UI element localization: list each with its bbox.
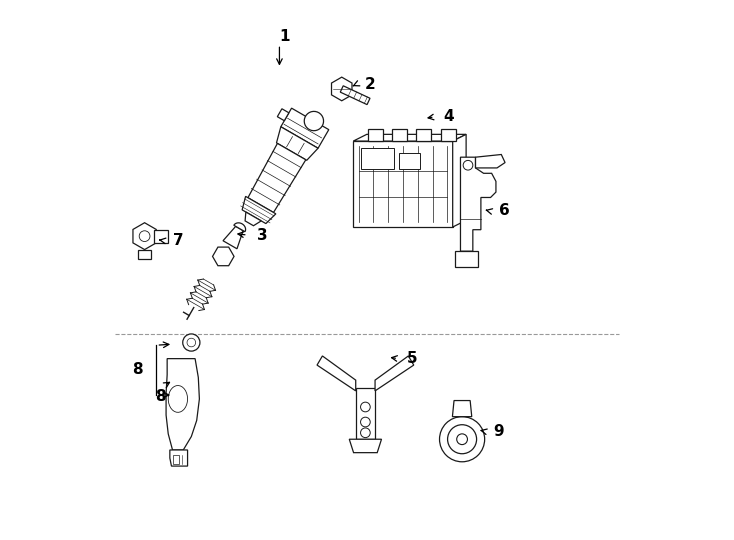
- Polygon shape: [277, 127, 318, 160]
- Text: 7: 7: [172, 233, 184, 248]
- Polygon shape: [375, 356, 414, 391]
- Bar: [440, 129, 456, 141]
- Text: 8: 8: [155, 389, 165, 404]
- Polygon shape: [476, 154, 505, 168]
- Circle shape: [440, 417, 484, 462]
- Bar: [392, 129, 407, 141]
- Polygon shape: [154, 230, 167, 242]
- Text: 8: 8: [132, 362, 143, 377]
- Circle shape: [463, 160, 473, 170]
- Bar: [416, 129, 432, 141]
- Polygon shape: [277, 109, 289, 121]
- Polygon shape: [138, 249, 151, 259]
- Polygon shape: [453, 134, 466, 227]
- Polygon shape: [133, 222, 156, 249]
- Polygon shape: [170, 450, 188, 466]
- Polygon shape: [460, 157, 496, 251]
- Polygon shape: [245, 212, 261, 226]
- Polygon shape: [452, 401, 472, 417]
- Circle shape: [187, 338, 196, 347]
- Polygon shape: [332, 77, 352, 101]
- Circle shape: [457, 434, 468, 444]
- Text: 9: 9: [493, 424, 504, 438]
- Polygon shape: [317, 356, 356, 391]
- Bar: [361, 147, 393, 169]
- Circle shape: [448, 425, 476, 454]
- Text: 5: 5: [407, 351, 418, 366]
- Polygon shape: [166, 359, 200, 450]
- Circle shape: [360, 402, 370, 412]
- Polygon shape: [455, 251, 479, 267]
- Text: 4: 4: [443, 110, 454, 124]
- Polygon shape: [223, 226, 243, 249]
- Text: 1: 1: [280, 29, 290, 44]
- Bar: [399, 153, 421, 169]
- Text: 3: 3: [257, 227, 267, 242]
- Circle shape: [360, 428, 370, 437]
- Polygon shape: [168, 386, 188, 413]
- Circle shape: [360, 417, 370, 427]
- Polygon shape: [213, 247, 234, 266]
- Circle shape: [139, 231, 150, 241]
- Polygon shape: [349, 439, 382, 453]
- Circle shape: [183, 334, 200, 351]
- Text: 6: 6: [498, 204, 509, 218]
- Polygon shape: [356, 388, 375, 439]
- Polygon shape: [242, 197, 276, 224]
- Polygon shape: [234, 223, 246, 232]
- Bar: [172, 455, 179, 464]
- Polygon shape: [248, 144, 306, 212]
- Bar: [368, 129, 383, 141]
- Polygon shape: [353, 134, 466, 141]
- Polygon shape: [353, 141, 453, 227]
- Text: 2: 2: [364, 77, 375, 92]
- Polygon shape: [341, 86, 370, 105]
- Polygon shape: [281, 108, 329, 148]
- Polygon shape: [304, 111, 324, 131]
